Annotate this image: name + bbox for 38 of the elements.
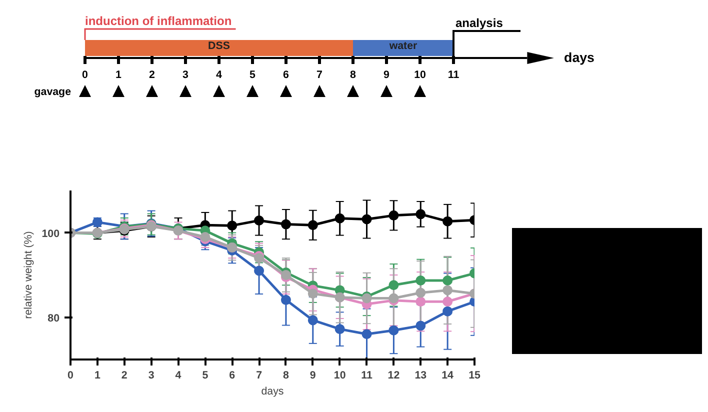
text: 7 [316,69,323,81]
x-axis-title: days [261,386,284,398]
text: analysis [456,16,504,30]
x-tick-label: 9 [310,370,316,382]
x-tick-label: 0 [68,370,74,382]
x-tick-label: 6 [229,370,236,382]
text: days [564,50,594,65]
text: 0 [82,69,88,81]
x-tick-label: 13 [414,370,427,382]
x-tick-label: 5 [202,370,208,382]
text: 5 [250,69,256,81]
text: 11 [448,69,460,81]
text: 1 [116,69,122,81]
text: 6 [283,69,290,81]
y-tick-label: 100 [42,228,60,240]
text: 3 [182,69,189,81]
x-tick-label: 4 [175,370,182,382]
x-tick-label: 14 [442,370,454,382]
x-tick-label: 8 [283,370,290,382]
x-tick-label: 11 [361,370,372,382]
x-tick-label: 3 [148,370,154,382]
text: 10 [414,69,426,81]
text: 4 [216,69,222,81]
x-tick-label: 7 [256,370,262,382]
x-tick-label: 10 [334,370,346,382]
x-tick-label: 12 [388,370,400,382]
text: water [388,40,418,52]
y-tick-label: 80 [48,312,60,324]
x-tick-label: 2 [121,370,128,382]
text: gavage [34,86,72,98]
y-axis-title: relative weight (%) [22,231,35,319]
text: 8 [350,69,356,81]
text: 9 [384,69,390,81]
text: DSS [208,40,230,52]
text: induction of inflammation [85,14,232,28]
text: 2 [149,69,156,81]
x-tick-label: 1 [94,370,100,382]
x-tick-label: 15 [468,370,480,382]
